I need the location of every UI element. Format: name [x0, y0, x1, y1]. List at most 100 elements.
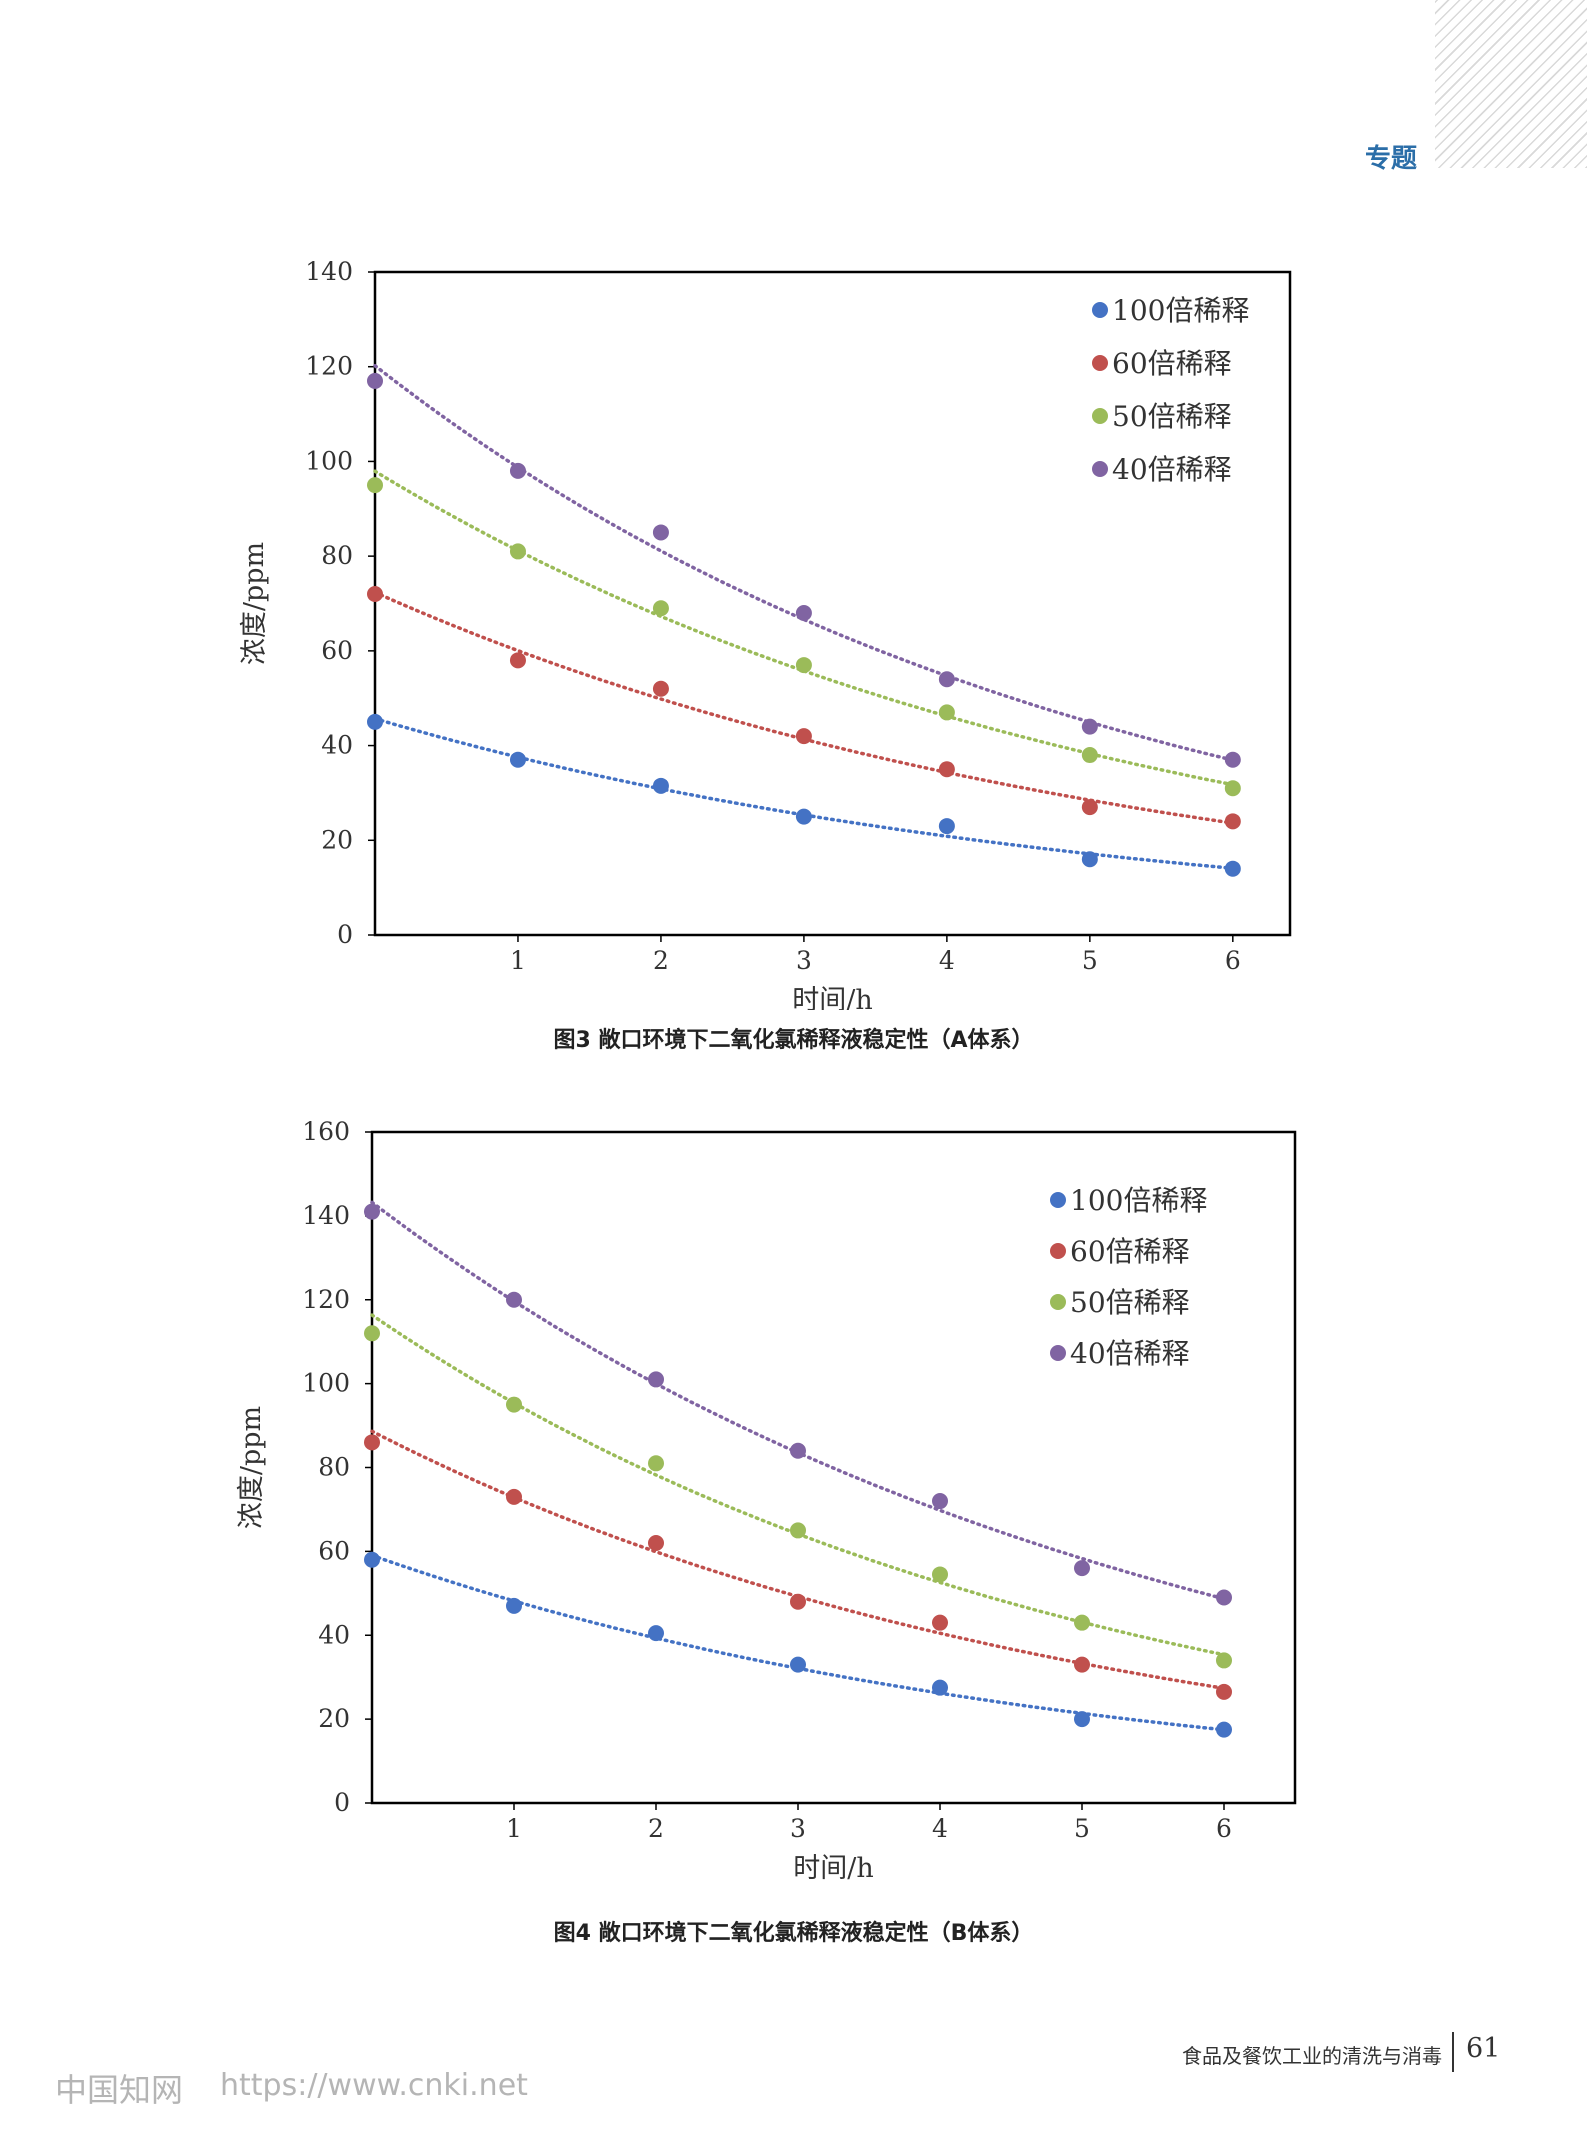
data-point — [932, 1679, 948, 1696]
section-tag: 专题 — [1364, 144, 1417, 174]
y-tick-label: 120 — [305, 352, 353, 381]
x-tick-label: 2 — [653, 946, 669, 975]
cnki-watermark-name: 中国知网 — [55, 2071, 184, 2109]
y-axis-label: 浓度/ppm — [239, 542, 270, 665]
footer-divider — [1452, 2032, 1454, 2072]
data-point — [790, 1442, 806, 1459]
x-axis-label: 时间/h — [793, 1853, 874, 1884]
data-point — [1224, 780, 1241, 797]
x-axis-label: 时间/h — [792, 985, 873, 1010]
legend-marker — [1050, 1192, 1066, 1208]
corner-hatch-decoration — [1435, 0, 1587, 168]
data-point — [795, 604, 812, 621]
x-tick-label: 5 — [1082, 946, 1098, 975]
legend-label: 100倍稀释 — [1112, 294, 1249, 327]
data-point — [790, 1656, 806, 1673]
y-tick-label: 100 — [302, 1369, 350, 1398]
data-point — [1216, 1721, 1232, 1738]
x-tick-label: 5 — [1074, 1814, 1090, 1843]
legend-marker — [1092, 461, 1108, 477]
data-point — [509, 462, 526, 479]
data-point — [367, 477, 383, 494]
data-point — [364, 1203, 380, 1220]
x-tick-label: 1 — [510, 946, 526, 975]
x-tick-label: 6 — [1225, 946, 1241, 975]
legend-marker — [1050, 1294, 1066, 1310]
data-point — [1216, 1589, 1232, 1606]
y-tick-label: 0 — [337, 920, 353, 949]
y-tick-label: 20 — [321, 825, 353, 854]
data-point — [509, 751, 526, 768]
data-point — [1216, 1652, 1232, 1669]
data-point — [1081, 718, 1098, 735]
y-axis-label: 浓度/ppm — [236, 1406, 267, 1529]
data-point — [795, 657, 812, 674]
data-point — [790, 1522, 806, 1539]
y-tick-label: 140 — [305, 257, 353, 286]
data-point — [506, 1488, 522, 1505]
y-tick-label: 0 — [334, 1788, 350, 1817]
legend-label: 100倍稀释 — [1070, 1184, 1207, 1217]
data-point — [506, 1291, 522, 1308]
y-tick-label: 80 — [318, 1453, 350, 1482]
trendline-3 — [373, 363, 1235, 762]
y-tick-label: 120 — [302, 1285, 350, 1314]
x-tick-label: 6 — [1216, 1814, 1232, 1843]
data-point — [648, 1455, 664, 1472]
x-tick-label: 1 — [506, 1814, 522, 1843]
data-point — [938, 671, 955, 688]
x-tick-label: 3 — [796, 946, 812, 975]
plot-area-frame — [373, 270, 1292, 937]
data-point — [364, 1434, 380, 1451]
data-point — [938, 761, 955, 778]
legend-label: 40倍稀释 — [1112, 453, 1232, 486]
page-number: 61 — [1466, 2033, 1501, 2064]
x-tick-label: 4 — [932, 1814, 948, 1843]
data-point — [509, 543, 526, 560]
y-tick-label: 40 — [321, 731, 353, 760]
data-point — [648, 1625, 664, 1642]
figure-4-caption: 图4 敞口环境下二氧化氯稀释液稳定性（B体系） — [553, 1921, 1034, 1946]
chart-b: 0 20 40 60 80 100 120 140 160 1 2 3 4 5 6 时间/h 浓度/ppm 100… — [236, 1117, 1297, 1884]
data-point — [506, 1597, 522, 1614]
data-point — [652, 524, 669, 541]
data-point — [652, 600, 669, 617]
legend-label: 50倍稀释 — [1112, 400, 1232, 433]
legend-label: 50倍稀释 — [1070, 1286, 1190, 1319]
cnki-watermark-url: https://www.cnki.net — [220, 2068, 528, 2103]
data-point — [506, 1396, 522, 1413]
data-point — [1216, 1683, 1232, 1700]
legend-marker — [1092, 355, 1108, 371]
data-point — [938, 704, 955, 721]
figure-3-caption: 图3 敞口环境下二氧化氯稀释液稳定性（A体系） — [553, 1028, 1034, 1053]
data-point — [1074, 1560, 1090, 1577]
data-point — [648, 1371, 664, 1388]
y-tick-label: 40 — [318, 1620, 350, 1649]
legend-marker — [1092, 408, 1108, 424]
y-tick-label: 20 — [318, 1704, 350, 1733]
trendline-1 — [370, 1429, 1226, 1691]
data-point — [367, 713, 383, 730]
data-point — [509, 652, 526, 669]
data-point — [652, 680, 669, 697]
legend-marker — [1050, 1345, 1066, 1361]
data-point — [1224, 860, 1241, 877]
data-point — [932, 1614, 948, 1631]
data-point — [1081, 747, 1098, 764]
y-tick-label: 60 — [318, 1536, 350, 1565]
legend-label: 60倍稀释 — [1112, 347, 1232, 380]
y-tick-label: 160 — [302, 1117, 350, 1146]
legend-label: 40倍稀释 — [1070, 1337, 1190, 1370]
legend-marker — [1092, 302, 1108, 318]
data-point — [790, 1593, 806, 1610]
x-tick-label: 4 — [939, 946, 955, 975]
data-point — [1224, 813, 1241, 830]
data-point — [367, 372, 383, 389]
data-point — [1074, 1656, 1090, 1673]
data-point — [1224, 751, 1241, 768]
trendline-0 — [370, 1553, 1226, 1732]
data-point — [932, 1566, 948, 1583]
y-tick-label: 100 — [305, 446, 353, 475]
data-point — [1074, 1711, 1090, 1728]
data-point — [364, 1325, 380, 1342]
